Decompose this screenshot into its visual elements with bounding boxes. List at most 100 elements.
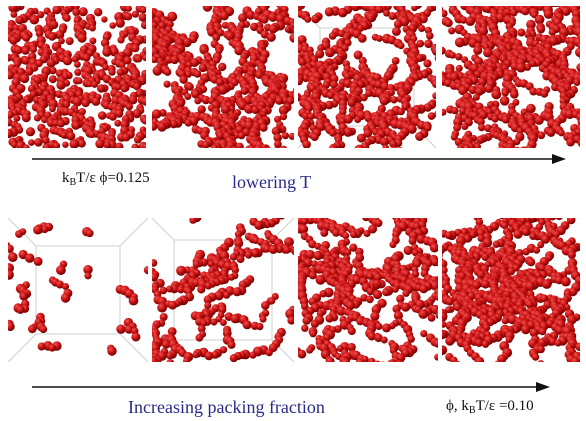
particle	[268, 297, 276, 305]
particle	[461, 122, 469, 130]
particle	[442, 347, 445, 356]
particle	[131, 143, 140, 148]
particle	[538, 327, 547, 336]
particle	[279, 113, 288, 121]
particle	[25, 253, 35, 263]
particle	[21, 113, 31, 123]
particle	[247, 145, 255, 148]
particle	[450, 133, 458, 141]
particle	[102, 63, 109, 71]
particle	[534, 115, 544, 125]
particle	[427, 112, 436, 120]
particle	[125, 6, 132, 12]
particle	[465, 16, 476, 26]
particle	[275, 245, 284, 254]
particle	[101, 16, 108, 23]
particle	[423, 59, 432, 68]
particle	[579, 54, 580, 60]
particle	[350, 6, 361, 12]
particle	[122, 133, 131, 142]
particle	[328, 145, 338, 148]
particle	[250, 22, 259, 32]
particle	[526, 103, 536, 114]
particle	[577, 118, 580, 127]
particle	[561, 276, 571, 287]
particle	[345, 300, 355, 311]
particle	[401, 302, 411, 312]
particle	[227, 340, 236, 349]
particle	[397, 147, 403, 148]
particle	[302, 112, 310, 120]
particle	[62, 283, 70, 290]
particle	[117, 36, 125, 44]
particle	[360, 93, 368, 102]
particle	[534, 14, 545, 25]
particle	[56, 119, 65, 128]
particle	[49, 66, 57, 75]
bottom-arrow	[32, 382, 550, 392]
particle	[143, 266, 148, 275]
particle	[344, 248, 352, 256]
particle	[379, 137, 389, 147]
particle	[35, 29, 44, 38]
particle	[557, 129, 565, 137]
particle	[72, 8, 81, 17]
particle	[577, 139, 580, 147]
particle	[244, 104, 254, 114]
particle	[555, 218, 563, 221]
particle	[564, 109, 575, 120]
particle	[33, 114, 42, 122]
particle	[442, 266, 448, 274]
particle	[521, 324, 531, 335]
particle	[432, 92, 436, 100]
particle	[55, 280, 64, 289]
bottom-panel-1	[8, 218, 148, 362]
particle	[492, 240, 500, 248]
particle	[250, 248, 260, 258]
particle	[579, 361, 580, 362]
particle	[41, 136, 50, 145]
particle	[474, 87, 484, 96]
particle	[225, 31, 235, 41]
particle	[88, 131, 96, 139]
particle	[442, 259, 448, 269]
particle	[548, 28, 557, 36]
particle	[332, 228, 341, 237]
particle	[163, 80, 171, 88]
particle	[11, 141, 18, 148]
particle	[336, 345, 344, 352]
particle	[97, 84, 106, 93]
particle	[140, 21, 146, 30]
particle	[370, 311, 380, 321]
particle	[131, 44, 140, 53]
particle	[48, 344, 56, 352]
particle	[197, 285, 206, 294]
particle	[72, 96, 83, 107]
particle	[152, 122, 158, 131]
particle	[537, 241, 545, 249]
particle	[275, 13, 286, 24]
particle	[194, 97, 202, 105]
particle-snapshot	[442, 6, 580, 148]
particle	[82, 53, 91, 62]
particle	[472, 93, 480, 101]
particle	[325, 356, 335, 362]
particle	[533, 246, 541, 254]
particle	[191, 89, 201, 99]
particle	[124, 12, 133, 21]
particle	[236, 255, 245, 264]
particle-snapshot	[8, 6, 146, 148]
particle	[218, 62, 227, 72]
particle	[8, 128, 14, 139]
particle	[65, 37, 74, 46]
particle-snapshot	[442, 218, 580, 362]
particle	[407, 124, 417, 134]
particle	[566, 218, 576, 225]
particle	[529, 60, 537, 68]
particle	[442, 329, 447, 340]
particle	[134, 54, 143, 63]
particle	[55, 30, 65, 40]
particle	[131, 10, 139, 18]
particle	[13, 114, 21, 122]
particle	[537, 131, 546, 140]
